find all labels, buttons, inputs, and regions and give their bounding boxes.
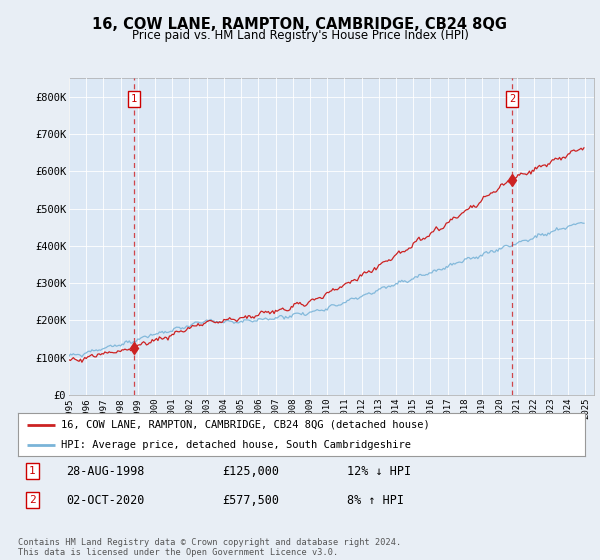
Text: 2: 2 [29, 496, 35, 505]
Text: 8% ↑ HPI: 8% ↑ HPI [347, 494, 404, 507]
Text: 02-OCT-2020: 02-OCT-2020 [66, 494, 145, 507]
Text: 2: 2 [509, 94, 515, 104]
Text: £125,000: £125,000 [222, 465, 279, 478]
Text: HPI: Average price, detached house, South Cambridgeshire: HPI: Average price, detached house, Sout… [61, 441, 410, 450]
Text: 1: 1 [29, 466, 35, 476]
Text: 28-AUG-1998: 28-AUG-1998 [66, 465, 145, 478]
Text: 12% ↓ HPI: 12% ↓ HPI [347, 465, 411, 478]
Text: £577,500: £577,500 [222, 494, 279, 507]
Text: Contains HM Land Registry data © Crown copyright and database right 2024.
This d: Contains HM Land Registry data © Crown c… [18, 538, 401, 557]
Text: 16, COW LANE, RAMPTON, CAMBRIDGE, CB24 8QG (detached house): 16, COW LANE, RAMPTON, CAMBRIDGE, CB24 8… [61, 420, 429, 430]
Text: 1: 1 [130, 94, 137, 104]
Text: 16, COW LANE, RAMPTON, CAMBRIDGE, CB24 8QG: 16, COW LANE, RAMPTON, CAMBRIDGE, CB24 8… [92, 17, 508, 32]
Text: Price paid vs. HM Land Registry's House Price Index (HPI): Price paid vs. HM Land Registry's House … [131, 29, 469, 42]
